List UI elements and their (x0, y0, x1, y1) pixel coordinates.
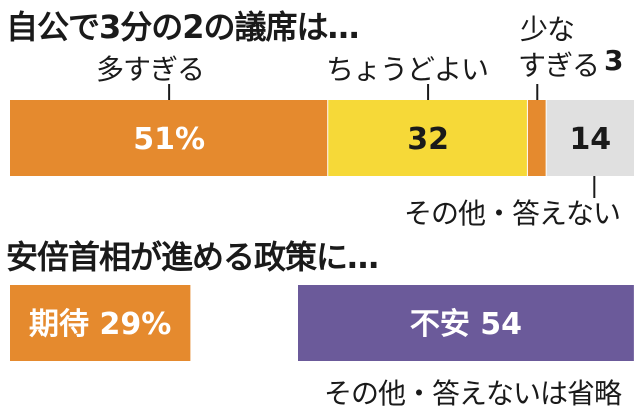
chart1-bar-segment-1 (328, 100, 528, 176)
label-too-few-line2: すぎる (518, 49, 600, 82)
label-just-right: ちょうどよい (326, 53, 489, 86)
label-other: その他・答えない (404, 197, 621, 230)
label-too-many: 多すぎる (96, 53, 205, 86)
chart1-bar-segment-0 (10, 100, 329, 176)
chart2-bar-label-1: 不安 54 (410, 307, 522, 342)
chart1-bar-label-0: 51% (133, 122, 205, 157)
chart2-bar-label-0: 期待 29% (29, 307, 171, 342)
chart1-bar-segment-2 (527, 100, 547, 176)
value-too-few: 3 (604, 44, 624, 77)
chart2-note: その他・答えないは省略 (324, 377, 622, 410)
chart2-bar-0 (10, 285, 191, 361)
chart1-bar-segment-3 (546, 100, 634, 176)
chart1-bar-label-1: 32 (407, 122, 449, 157)
chart1-bar-label-3: 14 (569, 122, 611, 157)
chart1-title: 自公で3分の2の議席は… (6, 8, 360, 46)
label-too-few-line1: 少な (520, 13, 575, 46)
chart2-bar-1 (298, 285, 634, 361)
chart2-title: 安倍首相が進める政策に… (6, 238, 379, 276)
